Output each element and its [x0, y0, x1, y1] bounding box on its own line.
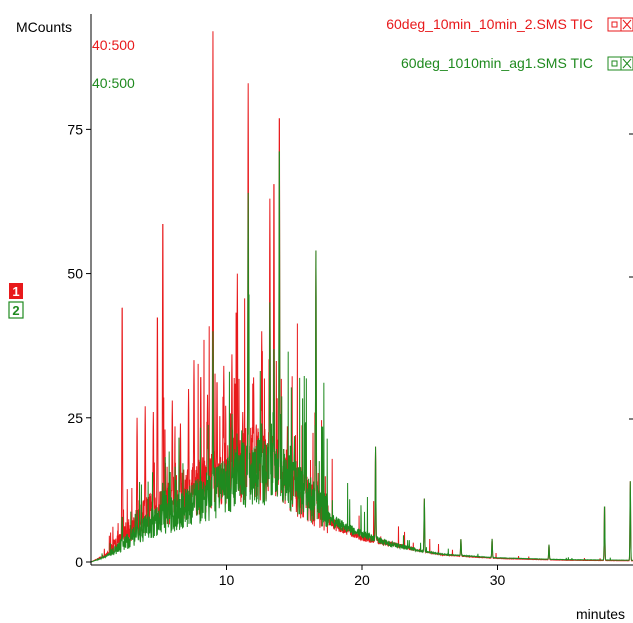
series-2-square-icon	[611, 60, 618, 67]
axis-ticks: 0 25 50 75 10 20 30	[67, 121, 505, 588]
series-2-toggle-box[interactable]	[607, 56, 622, 71]
x-tick-label: 30	[490, 572, 506, 588]
series-1-range-label: 40:500	[92, 37, 135, 53]
trace-marker-2-label: 2	[12, 303, 19, 318]
legend-series-2-controls[interactable]	[607, 56, 633, 71]
series-1-square-icon	[611, 21, 618, 28]
y-tick-label: 0	[75, 554, 83, 570]
trace-marker-1[interactable]: 1	[9, 283, 23, 299]
series-1-toggle-box[interactable]	[607, 17, 622, 32]
series-2-close-icon	[622, 58, 632, 69]
y-tick-label: 75	[67, 121, 83, 137]
x-tick-label: 10	[219, 572, 235, 588]
x-tick-label: 20	[354, 572, 370, 588]
traces	[90, 31, 633, 563]
legend-series-1-controls[interactable]	[607, 17, 633, 32]
trace-series-2	[90, 151, 633, 563]
y-tick-label: 50	[67, 266, 83, 282]
legend-series-1-name: 60deg_10min_10min_2.SMS TIC	[386, 16, 593, 32]
series-2-range-label: 40:500	[92, 75, 135, 91]
legend-series-2-name: 60deg_1010min_ag1.SMS TIC	[401, 55, 593, 71]
trace-marker-2[interactable]: 2	[8, 301, 24, 319]
trace-marker-2-box[interactable]	[8, 301, 24, 319]
trace-series-1	[90, 31, 633, 563]
y-tick-label: 25	[67, 410, 83, 426]
series-1-close-icon	[622, 19, 632, 30]
trace-marker-1-box[interactable]	[9, 283, 23, 299]
y-axis-title: MCounts	[16, 19, 72, 35]
x-axis-title: minutes	[576, 606, 625, 622]
trace-marker-1-label: 1	[12, 284, 19, 299]
